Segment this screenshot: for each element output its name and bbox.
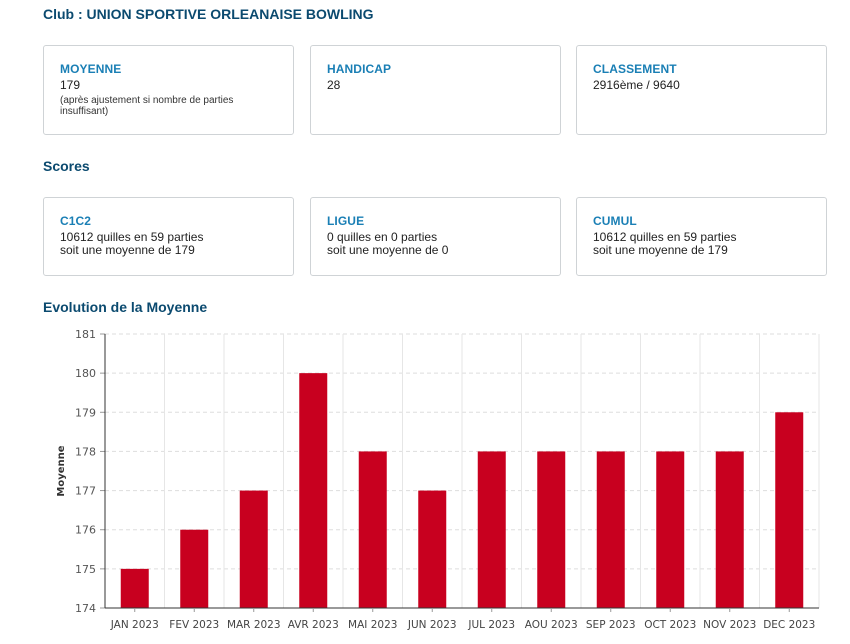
- x-tick-label: DEC 2023: [763, 619, 815, 631]
- y-tick-label: 179: [75, 406, 96, 419]
- bar-oct-2023: [656, 451, 685, 608]
- score-label-cumul: CUMUL: [593, 214, 637, 228]
- y-tick-label: 176: [75, 524, 96, 537]
- stat-value-classement: 2916ème / 9640: [593, 78, 680, 92]
- bar-dec-2023: [775, 412, 804, 608]
- x-tick-label: JUN 2023: [407, 619, 457, 631]
- bar-jan-2023: [120, 568, 149, 608]
- score-line2-cumul: soit une moyenne de 179: [593, 243, 728, 257]
- score-label-c1c2: C1C2: [60, 214, 92, 228]
- x-tick-label: AOU 2023: [525, 619, 578, 631]
- y-axis-title: Moyenne: [56, 445, 67, 496]
- x-tick-label: NOV 2023: [703, 619, 756, 631]
- bar-avr-2023: [299, 373, 328, 608]
- stat-label-classement: CLASSEMENT: [593, 62, 677, 76]
- score-label-ligue: LIGUE: [327, 214, 365, 228]
- moyenne-bar-chart: 174 175 176 177 178 179 180 181 JAN 2023 FEV 2023…: [56, 328, 820, 631]
- y-tick-label: 180: [75, 367, 96, 380]
- x-tick-label: SEP 2023: [586, 619, 636, 631]
- x-tick-label: FEV 2023: [169, 619, 219, 631]
- x-tick-label: MAI 2023: [348, 619, 397, 631]
- bar-jun-2023: [418, 490, 447, 608]
- x-tick-label: AVR 2023: [288, 619, 339, 631]
- stat-card-moyenne: MOYENNE 179 (après ajustement si nombre …: [43, 45, 294, 135]
- y-tick-label: 177: [75, 485, 96, 498]
- y-tick-label: 181: [75, 328, 96, 341]
- x-tick-label: JUL 2023: [467, 619, 515, 631]
- stat-note-moyenne: (après ajustement si nombre de parties i…: [60, 95, 234, 117]
- y-tick-label: 175: [75, 563, 96, 576]
- x-tick-label: JAN 2023: [110, 619, 159, 631]
- bar-sep-2023: [596, 451, 625, 608]
- score-card-c1c2: C1C2 10612 quilles en 59 parties soit un…: [43, 197, 294, 276]
- stat-card-classement: CLASSEMENT 2916ème / 9640: [576, 45, 827, 135]
- x-tick-label: OCT 2023: [644, 619, 696, 631]
- stat-value-moyenne: 179: [60, 78, 81, 92]
- score-line2-ligue: soit une moyenne de 0: [327, 243, 449, 257]
- stat-card-handicap: HANDICAP 28: [310, 45, 561, 135]
- stat-value-handicap: 28: [327, 78, 341, 92]
- score-line1-c1c2: 10612 quilles en 59 parties: [60, 230, 204, 244]
- x-tick-label: MAR 2023: [227, 619, 281, 631]
- score-card-ligue: LIGUE 0 quilles en 0 parties soit une mo…: [310, 197, 561, 276]
- score-line1-cumul: 10612 quilles en 59 parties: [593, 230, 737, 244]
- stat-label-handicap: HANDICAP: [327, 62, 392, 76]
- bar-aou-2023: [537, 451, 566, 608]
- score-card-cumul: CUMUL 10612 quilles en 59 parties soit u…: [576, 197, 827, 276]
- score-line1-ligue: 0 quilles en 0 parties: [327, 230, 438, 244]
- evolution-title: Evolution de la Moyenne: [43, 299, 208, 315]
- stat-label-moyenne: MOYENNE: [60, 62, 122, 76]
- club-title: Club : UNION SPORTIVE ORLEANAISE BOWLING: [43, 6, 374, 22]
- scores-title: Scores: [43, 158, 90, 174]
- bar-mar-2023: [239, 490, 268, 608]
- y-tick-label: 174: [75, 602, 96, 615]
- bar-jul-2023: [477, 451, 506, 608]
- bar-mai-2023: [358, 451, 387, 608]
- y-tick-label: 178: [75, 445, 96, 458]
- score-line2-c1c2: soit une moyenne de 179: [60, 243, 195, 257]
- bar-nov-2023: [715, 451, 744, 608]
- bar-fev-2023: [180, 529, 209, 608]
